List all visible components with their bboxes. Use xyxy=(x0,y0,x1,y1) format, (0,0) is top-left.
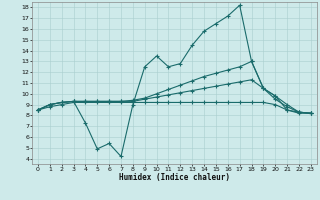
X-axis label: Humidex (Indice chaleur): Humidex (Indice chaleur) xyxy=(119,173,230,182)
